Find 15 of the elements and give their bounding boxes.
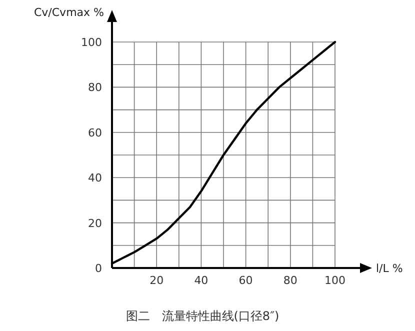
y-tick-label: 100 xyxy=(81,36,102,49)
text: 图二 流量特性曲线(口径8″) xyxy=(126,309,280,323)
line-series xyxy=(110,40,336,265)
x-axis-title: l/L % xyxy=(376,262,403,275)
y-tick-label: 20 xyxy=(88,216,102,230)
y-tick-label: 40 xyxy=(88,172,102,185)
x-tick-label: 60 xyxy=(238,274,253,287)
y-tick-label: 60 xyxy=(88,126,102,140)
x-tick-label: 100 xyxy=(324,274,346,287)
y-tick-label: 80 xyxy=(88,81,102,94)
x-tick-label: 80 xyxy=(283,274,298,287)
x-tick-label: 20 xyxy=(150,274,164,287)
y-axis-title: Cv/Cvmax % xyxy=(34,6,104,19)
x-tick-label: 40 xyxy=(194,274,208,287)
y-tick-label: 0 xyxy=(95,262,102,275)
